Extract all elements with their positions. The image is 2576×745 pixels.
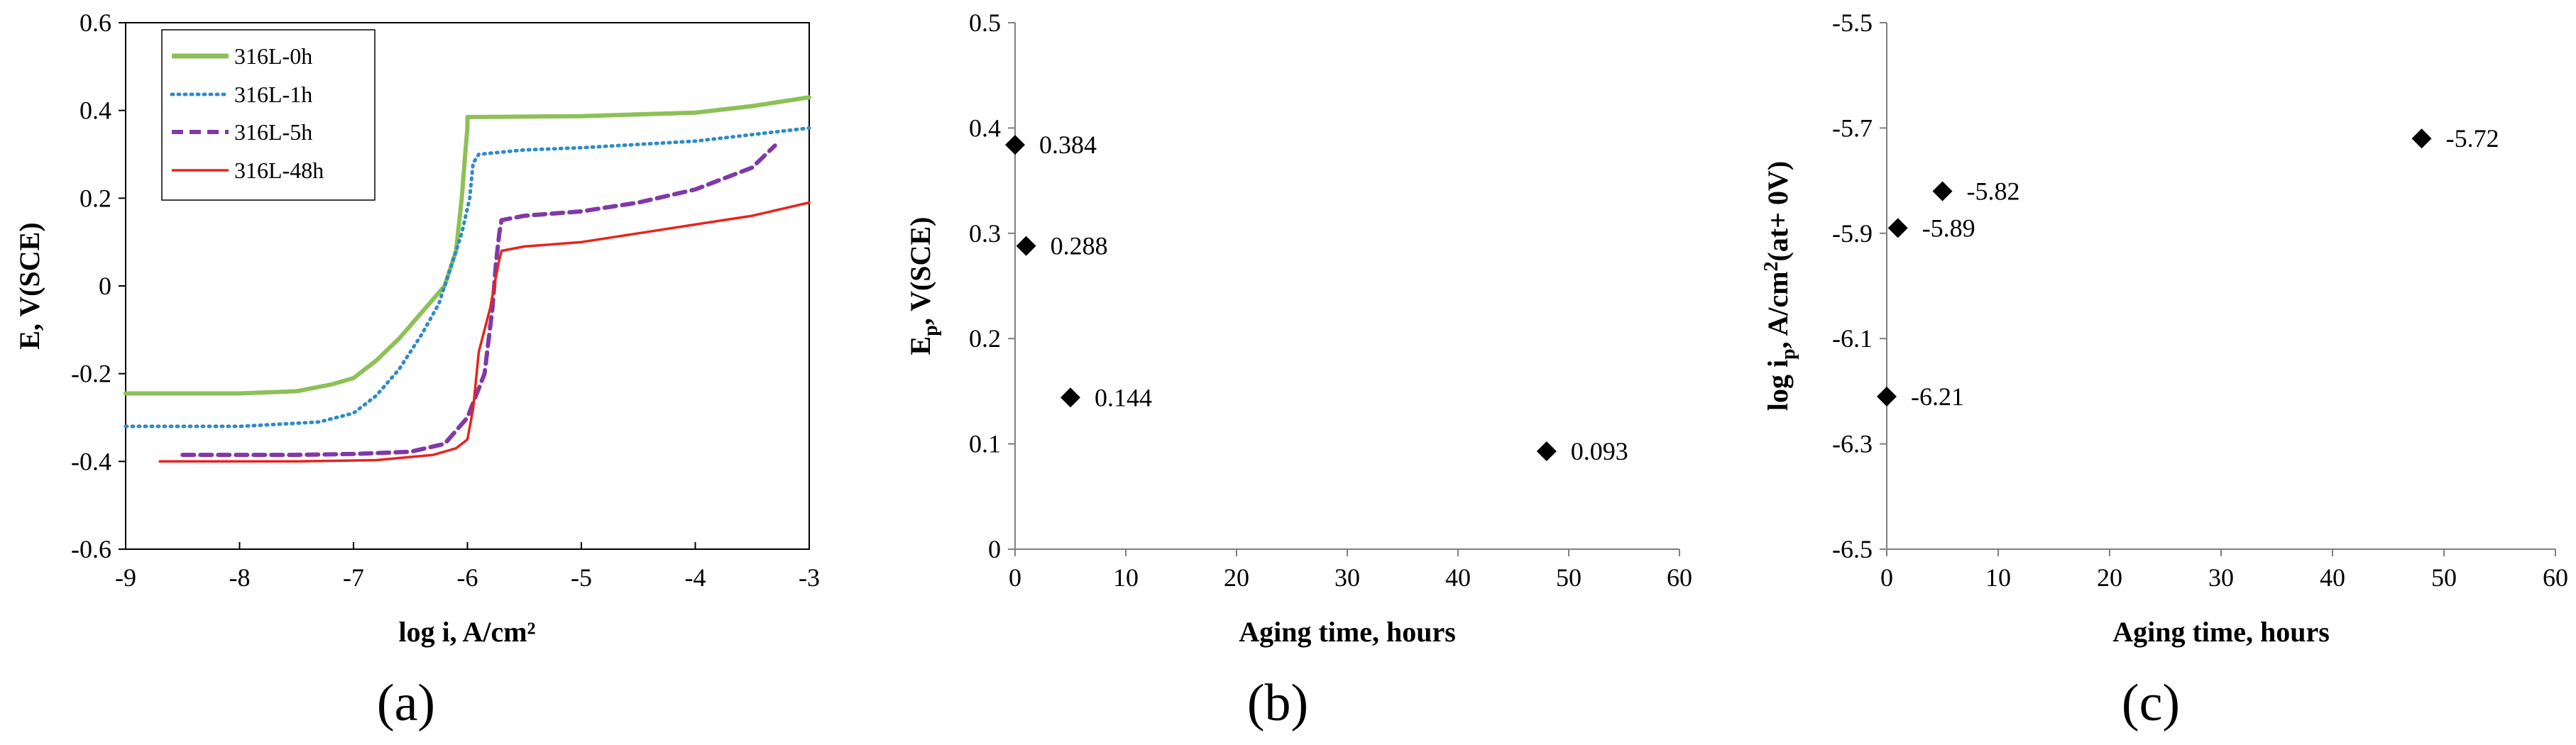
panel-c-points: -6.21 -5.89 -5.82 -5.72 — [1877, 124, 2499, 411]
y-tick-label: -5.7 — [1832, 114, 1873, 142]
y-tick-label: 0.5 — [969, 9, 1001, 37]
y-tick-label: 0.3 — [969, 219, 1001, 248]
panel-b-points: 0.384 0.288 0.144 0.093 — [1005, 131, 1628, 465]
series-line-316L-1h — [124, 126, 811, 429]
y-tick-label: 0.4 — [969, 114, 1001, 142]
series-line-316L-48h — [158, 201, 811, 463]
y-tick-label: -6.5 — [1832, 535, 1873, 563]
y-tick-label: -5.5 — [1832, 9, 1873, 37]
data-label: -5.82 — [1967, 177, 2020, 205]
x-tick-label: 20 — [1224, 563, 1249, 592]
x-tick-label: -3 — [799, 563, 820, 592]
x-tick-label: 20 — [2097, 563, 2122, 592]
panel-c-y-title-sub: p — [1777, 348, 1799, 360]
data-point-diamond — [1887, 218, 1908, 238]
x-tick-label: 50 — [1556, 563, 1582, 592]
panel-b-label: (b) — [1247, 674, 1308, 732]
legend-label-316L-5h: 316L-5h — [234, 119, 312, 145]
x-tick-label: 60 — [1667, 563, 1692, 592]
x-tick-label: 60 — [2543, 563, 2568, 592]
panel-b-y-title-sub: p — [920, 325, 942, 336]
legend-label-316L-48h: 316L-48h — [234, 158, 324, 183]
y-tick-label: -0.2 — [71, 360, 111, 388]
panel-b-y-axis-title: Ep, V(SCE) — [904, 217, 942, 355]
y-tick-label: 0.6 — [80, 9, 111, 37]
data-point-diamond — [1877, 386, 1897, 407]
panel-a-x-axis-title: log i, A/cm² — [398, 616, 535, 648]
y-tick-label: 0.4 — [80, 96, 111, 125]
panel-c-passive-current-chart: 0 10 20 30 40 50 60 -5.5 -5.7 -5.9 -6.1 -6.3 -6.5 -6… — [1760, 9, 2568, 732]
data-point-diamond — [1005, 135, 1025, 155]
series-line-316L-0h — [124, 95, 811, 396]
panel-c-y-title-main: log i — [1762, 360, 1794, 411]
panel-b-pitting-potential-chart: 0 10 20 30 40 50 60 0.5 0.4 0.3 0.2 0.1 0 0.384 0.288… — [904, 9, 1692, 732]
y-tick-label: -0.4 — [71, 447, 111, 475]
y-tick-label: -0.6 — [71, 535, 111, 563]
data-point-diamond — [2411, 128, 2432, 149]
y-tick-label: 0.2 — [969, 324, 1001, 353]
panel-c-x-axis-title: Aging time, hours — [2112, 616, 2330, 648]
x-tick-label: -7 — [343, 563, 364, 592]
data-label: 0.144 — [1095, 383, 1152, 412]
x-tick-label: 10 — [1113, 563, 1139, 592]
data-label: 0.093 — [1571, 437, 1628, 465]
x-tick-label: 30 — [2208, 563, 2234, 592]
data-point-diamond — [1932, 181, 1953, 202]
data-point-diamond — [1016, 236, 1036, 256]
y-tick-label: 0 — [99, 272, 111, 300]
panel-c-ticks: 0 10 20 30 40 50 60 -5.5 -5.7 -5.9 -6.1 -6.3 -6.5 — [1832, 9, 2568, 592]
x-tick-label: 40 — [2320, 563, 2345, 592]
series-line-316L-5h — [180, 143, 777, 458]
x-tick-label: 50 — [2431, 563, 2457, 592]
panel-b-y-title-main: E — [904, 336, 936, 355]
x-tick-label: 0 — [1009, 563, 1021, 592]
y-tick-label: -6.1 — [1832, 324, 1873, 353]
y-tick-label: 0 — [988, 535, 1001, 563]
data-point-diamond — [1536, 441, 1557, 461]
panel-a-legend: 316L-0h 316L-1h 316L-5h 316L-48h — [161, 29, 376, 201]
panel-c-label: (c) — [2122, 674, 2180, 732]
panel-b-x-axis-title: Aging time, hours — [1239, 616, 1456, 648]
panel-c-y-axis-title: log ip, A/cm2(at+ 0V) — [1760, 161, 1799, 411]
x-tick-label: -6 — [457, 563, 478, 592]
data-label: -5.72 — [2446, 124, 2499, 153]
x-tick-label: -9 — [115, 563, 136, 592]
data-label: -6.21 — [1911, 382, 1964, 411]
x-tick-label: 0 — [1880, 563, 1893, 592]
data-label: -5.89 — [1922, 214, 1975, 242]
x-tick-label: -4 — [685, 563, 706, 592]
data-label: 0.384 — [1039, 131, 1097, 159]
x-tick-label: 30 — [1334, 563, 1360, 592]
y-tick-label: 0.2 — [80, 184, 111, 212]
panel-c-y-title-mid: , A/cm — [1762, 271, 1794, 348]
y-tick-label: -5.9 — [1832, 219, 1873, 248]
x-tick-label: 40 — [1445, 563, 1471, 592]
panel-a-polarization-chart: -9 -8 -7 -6 -5 -4 -3 0.6 0.4 0.2 0 -0.2 -0.4 -0.6 316… — [13, 9, 820, 732]
panel-b-ticks: 0 10 20 30 40 50 60 0.5 0.4 0.3 0.2 0.1 0 — [969, 9, 1692, 592]
panel-c-y-title-rest: (at+ 0V) — [1762, 161, 1794, 262]
panel-a-ticks: -9 -8 -7 -6 -5 -4 -3 0.6 0.4 0.2 0 -0.2 -0.4 -0.6 — [71, 9, 820, 592]
y-tick-label: 0.1 — [969, 430, 1001, 458]
panel-a-y-axis-title: E, V(SCE) — [13, 222, 45, 349]
panel-c-y-title-sup: 2 — [1760, 261, 1782, 271]
legend-label-316L-1h: 316L-1h — [234, 82, 312, 107]
panel-a-curves — [124, 95, 811, 463]
x-tick-label: 10 — [1985, 563, 2011, 592]
legend-label-316L-0h: 316L-0h — [234, 43, 312, 69]
data-point-diamond — [1060, 387, 1080, 408]
x-tick-label: -5 — [571, 563, 592, 592]
panel-a-label: (a) — [377, 674, 435, 732]
panel-b-y-title-rest: , V(SCE) — [904, 217, 936, 326]
x-tick-label: -8 — [229, 563, 251, 592]
data-label: 0.288 — [1051, 232, 1108, 260]
y-tick-label: -6.3 — [1832, 430, 1873, 458]
